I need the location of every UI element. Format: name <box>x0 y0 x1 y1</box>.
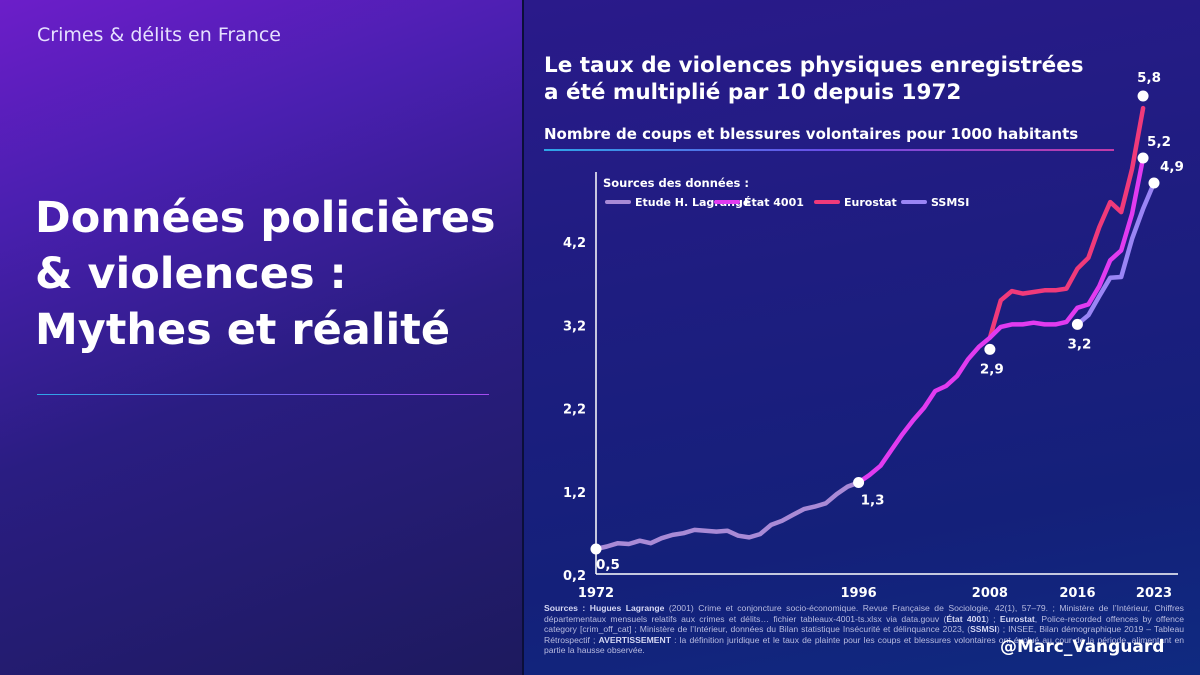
annotation-label: 5,2 <box>1147 134 1171 150</box>
sources-mid: ) ; <box>986 613 1000 624</box>
annotation-dot <box>1137 90 1149 102</box>
annotation-dot <box>1071 318 1083 330</box>
kicker-text: Crimes & délits en France <box>37 24 281 46</box>
chart-subtitle: Nombre de coups et blessures volontaires… <box>544 125 1079 143</box>
author-handle[interactable]: @Marc_Vanguard <box>1000 637 1165 657</box>
annotation-label: 5,8 <box>1137 70 1161 86</box>
sources-etat: État 4001 <box>946 613 986 624</box>
chart-legend: Sources des données : Etude H. LagrangeÉ… <box>603 176 969 209</box>
panel-divider <box>522 0 524 675</box>
series-line <box>856 155 1146 485</box>
main-title-line-3: Mythes et réalité <box>35 305 450 355</box>
y-tick-label: 3,2 <box>563 319 586 334</box>
series-line <box>1075 180 1157 327</box>
annotation-dot <box>853 476 865 488</box>
left-panel <box>0 0 523 675</box>
annotation-dot <box>1137 152 1149 164</box>
series-layer <box>593 105 1157 552</box>
x-tick-label: 2008 <box>972 586 1008 600</box>
annotation-label: 4,9 <box>1160 159 1184 175</box>
sources-note: Sources : Hugues Lagrange (2001) Crime e… <box>544 603 1184 656</box>
x-tick-label: 2023 <box>1136 586 1172 600</box>
annotation-dots: 0,5 1,3 2,9 3,2 5,8 5,2 4,9 <box>590 70 1184 573</box>
legend-label: Etude H. Lagrange <box>635 196 750 209</box>
subtitle-rule <box>544 149 1114 151</box>
chart-title-line-1: Le taux de violences physiques enregistr… <box>544 53 1084 78</box>
legend-label: État 4001 <box>744 196 804 209</box>
sources-text-1: (2001) Crime et conjoncture socio-économ… <box>544 603 1184 624</box>
series-line <box>593 480 861 552</box>
series-line <box>987 105 1146 340</box>
sources-eurostat: Eurostat <box>999 613 1035 624</box>
chart-title: Le taux de violences physiques enregistr… <box>544 52 1144 106</box>
sources-label: Sources : Hugues Lagrange <box>544 603 665 613</box>
legend-title: Sources des données : <box>603 176 749 190</box>
legend-label: Eurostat <box>844 196 897 209</box>
x-tick-label: 1972 <box>578 586 614 600</box>
right-panel <box>523 0 1200 675</box>
main-title-line-1: Données policières <box>35 193 496 243</box>
x-tick-label: 1996 <box>840 586 876 600</box>
sources-warning: AVERTISSEMENT <box>598 634 671 645</box>
annotation-label: 3,2 <box>1067 336 1091 352</box>
annotation-label: 1,3 <box>861 492 885 508</box>
left-divider-rule <box>37 394 489 395</box>
annotation-label: 2,9 <box>980 361 1004 377</box>
sources-text-4: : la définition juridique et le taux de … <box>544 634 1184 656</box>
y-tick-label: 2,2 <box>563 403 586 418</box>
chart-title-line-2: a été multiplié par 10 depuis 1972 <box>544 80 962 105</box>
sources-ssmsi: SSMSI <box>970 624 997 635</box>
y-tick-label: 0,2 <box>563 569 586 584</box>
line-chart: 0,2 1,2 2,2 3,2 4,2 1972 1996 2008 2016 2023 0,5 1… <box>563 70 1184 600</box>
annotation-dot <box>984 343 996 355</box>
chart-axes: 0,2 1,2 2,2 3,2 4,2 1972 1996 2008 2016 2023 <box>563 172 1178 600</box>
annotation-dot <box>1148 177 1160 189</box>
sources-text-2: , Police-recorded offences by offence ca… <box>544 613 1184 635</box>
annotation-label: 0,5 <box>596 557 620 573</box>
main-title: Données policières & violences : Mythes … <box>35 190 515 358</box>
x-tick-label: 2016 <box>1059 586 1095 600</box>
main-title-line-2: & violences : <box>35 249 347 299</box>
sources-text-3: ) ; INSEE, Bilan démographique 2019 – Ta… <box>544 624 1185 645</box>
y-tick-label: 1,2 <box>563 486 586 501</box>
legend-label: SSMSI <box>931 196 969 209</box>
y-tick-label: 4,2 <box>563 236 586 251</box>
annotation-dot <box>590 543 602 555</box>
